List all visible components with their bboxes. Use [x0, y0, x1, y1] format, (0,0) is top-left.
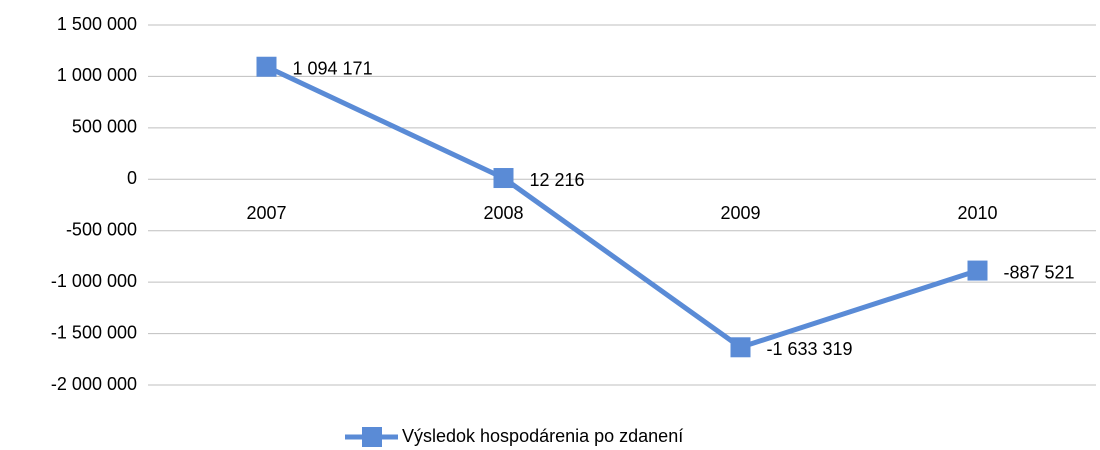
legend-label: Výsledok hospodárenia po zdanení: [402, 426, 683, 446]
data-label: 1 094 171: [293, 58, 373, 78]
data-label: -1 633 319: [767, 339, 853, 359]
marker: [730, 337, 751, 358]
x-tick-label: 2009: [720, 203, 760, 223]
data-label: 12 216: [530, 170, 585, 190]
y-tick-label: 1 000 000: [57, 65, 137, 85]
line: [265, 64, 979, 350]
y-tick-label: -1 500 000: [51, 322, 137, 342]
marker: [967, 260, 988, 281]
marker: [256, 56, 277, 77]
legend-marker: [362, 427, 382, 447]
marker: [493, 168, 514, 189]
y-tick-label: -1 000 000: [51, 271, 137, 291]
y-tick-label: -500 000: [66, 219, 137, 239]
x-tick-label: 2008: [483, 203, 523, 223]
y-tick-label: 500 000: [72, 117, 137, 137]
y-tick-label: 0: [127, 168, 137, 188]
y-tick-label: -2 000 000: [51, 374, 137, 394]
data-label: -887 521: [1004, 262, 1075, 282]
x-tick-label: 2007: [246, 203, 286, 223]
y-tick-label: 1 500 000: [57, 14, 137, 34]
x-tick-label: 2010: [957, 203, 997, 223]
